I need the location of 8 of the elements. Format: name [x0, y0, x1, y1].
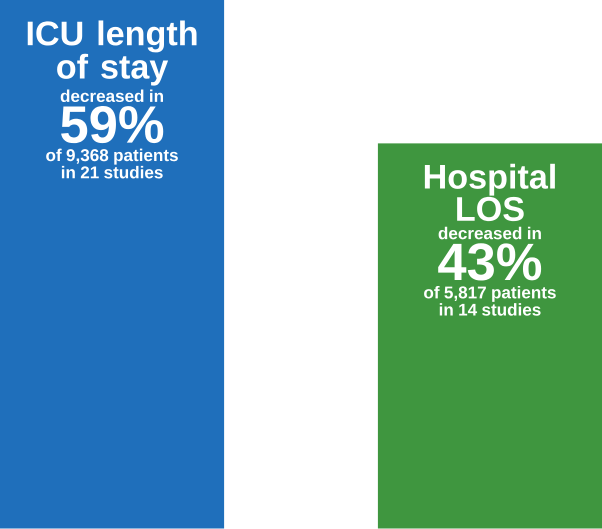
annotation: decreased in: [438, 226, 541, 240]
x-tick-label: Hospital LOS: [424, 164, 555, 222]
annotation: of 5,817 patients in 14 studies: [424, 286, 556, 316]
data-label: 59%: [61, 106, 164, 144]
x-tick-label: ICU length of stay: [28, 20, 196, 86]
data-label: 43%: [438, 243, 542, 281]
annotation: of 9,368 patients in 21 studies: [46, 148, 178, 179]
annotation: decreased in: [60, 90, 163, 102]
